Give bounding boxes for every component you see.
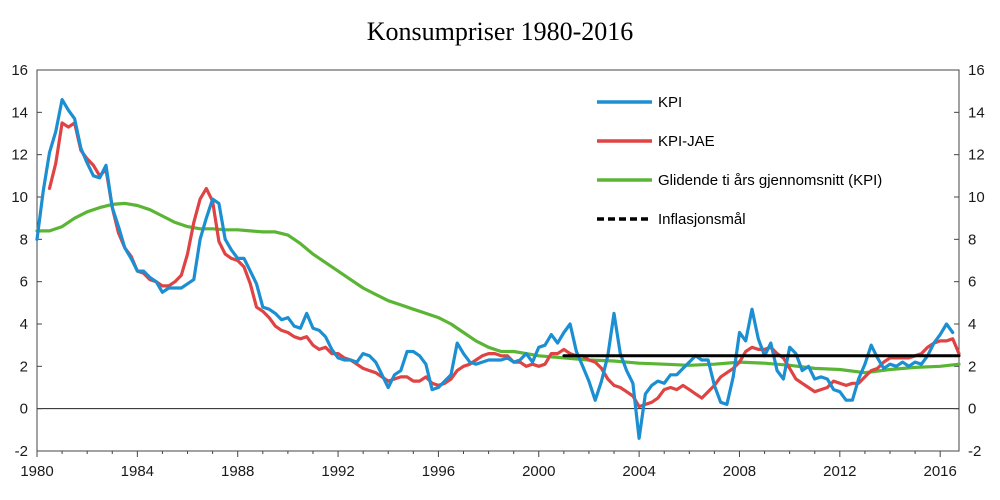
chart-title: Konsumpriser 1980-2016: [367, 17, 633, 46]
y-tick-label-left: 10: [11, 189, 28, 206]
x-tick-label: 2000: [522, 463, 555, 480]
y-tick-label-right: 4: [968, 316, 976, 333]
legend-label: Inflasjonsmål: [658, 211, 746, 228]
y-tick-label-left: 4: [20, 316, 28, 333]
x-ticks: 1980 1984 1988 1992 1996 2000 2004 2008 2012 2016: [20, 463, 957, 480]
y-tick-label-right: 0: [968, 401, 976, 418]
x-tick-label: 1980: [20, 463, 53, 480]
legend-label: KPI-JAE: [658, 133, 715, 150]
legend-label: KPI: [658, 94, 682, 111]
x-tick-label: 2004: [622, 463, 655, 480]
x-tick-label: 2008: [723, 463, 756, 480]
y-tick-label-right: 2: [968, 358, 976, 375]
y-tick-label-left: 14: [11, 104, 28, 121]
y-tick-label-right: 6: [968, 274, 976, 291]
series-line-kpi: [35, 97, 955, 440]
series-line-kpi-jae: [47, 121, 961, 409]
y-tick-label-right: 16: [968, 62, 985, 79]
x-tick-label: 1988: [221, 463, 254, 480]
legend: KPI KPI-JAE Glidende ti års gjennomsnitt (…: [597, 94, 882, 228]
series-line-glidende-ti-rs-gjennomsnitt-kpi: [35, 201, 961, 375]
y-tick-label-right: 14: [968, 104, 985, 121]
x-tick-label: 1996: [422, 463, 455, 480]
y-tick-label-right: -2: [968, 443, 981, 460]
x-tick-label: 1984: [121, 463, 154, 480]
x-tick-label: 1992: [321, 463, 354, 480]
plot-frame: [36, 69, 960, 452]
y-tick-label-left: 6: [20, 274, 28, 291]
y-tick-label-left: 16: [11, 62, 28, 79]
y-tick-label-left: 0: [20, 401, 28, 418]
y-tick-label-left: 2: [20, 358, 28, 375]
legend-label: Glidende ti års gjennomsnitt (KPI): [658, 172, 882, 189]
series-layer: [35, 97, 961, 440]
y-ticks-right: -2 0 2 4 6 8 10 12 14 16: [968, 62, 985, 460]
x-tick-label: 2016: [923, 463, 956, 480]
y-tick-label-left: 12: [11, 147, 28, 164]
y-tick-label-right: 8: [968, 231, 976, 248]
y-tick-label-right: 12: [968, 147, 985, 164]
axes: [36, 69, 960, 457]
y-ticks-left: -2 0 2 4 6 8 10 12 14 16: [11, 62, 28, 460]
y-tick-label-left: 8: [20, 231, 28, 248]
y-tick-label-left: -2: [15, 443, 28, 460]
y-tick-label-right: 10: [968, 189, 985, 206]
x-tick-label: 2012: [823, 463, 856, 480]
